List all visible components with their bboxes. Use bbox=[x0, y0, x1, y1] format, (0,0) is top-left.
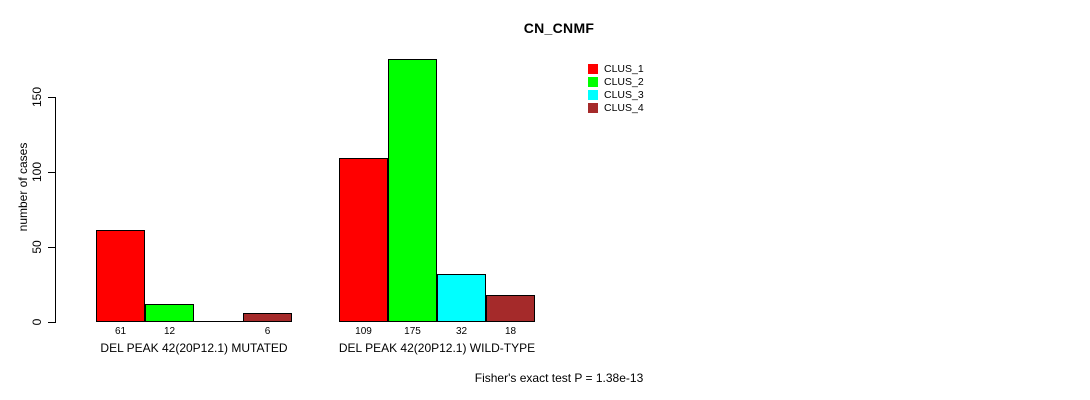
bar-clus-3-group2 bbox=[437, 274, 486, 322]
legend-label: CLUS_1 bbox=[604, 62, 644, 75]
legend-item-clus-1: CLUS_1 bbox=[588, 62, 644, 75]
bar-clus-2-group2 bbox=[388, 59, 437, 322]
legend-label: CLUS_3 bbox=[604, 88, 644, 101]
y-axis-tick-label: 50 bbox=[30, 240, 44, 254]
category-label: DEL PEAK 42(20P12.1) WILD-TYPE bbox=[338, 341, 536, 355]
chart-title: CN_CNMF bbox=[523, 20, 595, 36]
y-axis-tick bbox=[48, 172, 55, 173]
legend-item-clus-4: CLUS_4 bbox=[588, 101, 644, 114]
legend-swatch-icon bbox=[588, 63, 598, 74]
bar-value-label: 18 bbox=[504, 326, 517, 337]
legend-label: CLUS_4 bbox=[604, 101, 644, 114]
legend-swatch-icon bbox=[588, 89, 598, 100]
legend-label: CLUS_2 bbox=[604, 75, 644, 88]
fisher-test-annotation: Fisher's exact test P = 1.38e-13 bbox=[474, 371, 644, 385]
bar-clus-1-group2 bbox=[339, 158, 388, 322]
category-label: DEL PEAK 42(20P12.1) MUTATED bbox=[100, 341, 288, 355]
bar-value-label: 12 bbox=[163, 326, 176, 337]
bar-clus-3-group1-zero bbox=[194, 321, 243, 322]
y-axis-tick bbox=[48, 97, 55, 98]
bar-value-label: 175 bbox=[404, 326, 421, 337]
bar-value-label: 109 bbox=[355, 326, 372, 337]
bar-clus-4-group2 bbox=[486, 295, 535, 322]
y-axis-tick-label: 100 bbox=[30, 161, 44, 183]
bar-clus-2-group1 bbox=[145, 304, 194, 322]
legend-item-clus-2: CLUS_2 bbox=[588, 75, 644, 88]
y-axis-tick-label: 150 bbox=[30, 86, 44, 108]
bar-value-label: 6 bbox=[264, 326, 271, 337]
legend-swatch-icon bbox=[588, 102, 598, 113]
y-axis-line bbox=[55, 97, 56, 323]
y-axis-tick bbox=[48, 322, 55, 323]
y-axis-label: number of cases bbox=[16, 142, 30, 232]
bar-value-label: 61 bbox=[114, 326, 127, 337]
legend-item-clus-3: CLUS_3 bbox=[588, 88, 644, 101]
bar-value-label: 32 bbox=[455, 326, 468, 337]
y-axis-tick bbox=[48, 247, 55, 248]
legend: CLUS_1 CLUS_2 CLUS_3 CLUS_4 bbox=[588, 62, 644, 114]
y-axis-tick-label: 0 bbox=[30, 318, 44, 326]
bar-clus-4-group1 bbox=[243, 313, 292, 322]
bar-clus-1-group1 bbox=[96, 230, 145, 322]
legend-swatch-icon bbox=[588, 76, 598, 87]
